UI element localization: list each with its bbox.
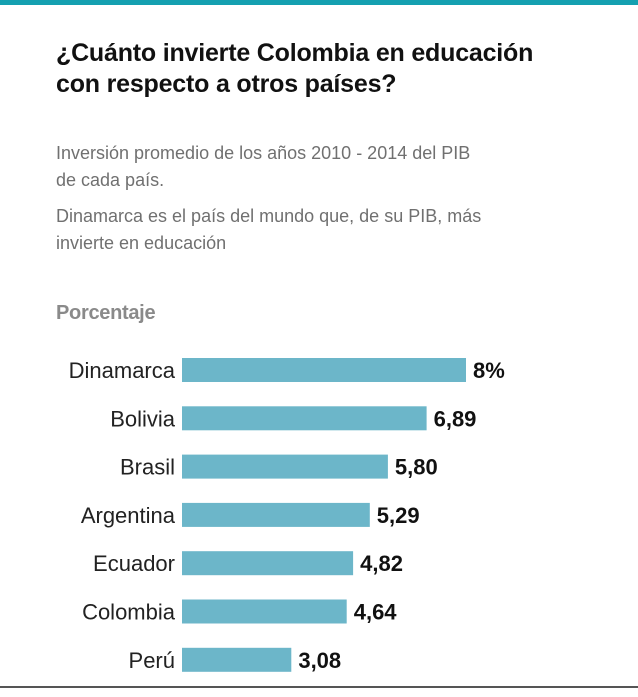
bar-brasil bbox=[182, 454, 388, 479]
category-label-brasil: Brasil bbox=[120, 455, 175, 480]
category-label-dinamarca: Dinamarca bbox=[69, 358, 176, 383]
chart-note-line-2: invierte en educación bbox=[56, 233, 227, 253]
value-label-colombia: 4,64 bbox=[354, 600, 398, 625]
chart-subtitle: Inversión promedio de los años 2010 - 20… bbox=[56, 140, 616, 194]
unit-label: Porcentaje bbox=[56, 302, 156, 324]
top-accent-rule bbox=[0, 0, 638, 5]
bar-ecuador bbox=[182, 551, 354, 576]
chart-title-line-1: ¿Cuánto invierte Colombia en educación bbox=[56, 39, 534, 67]
value-label-dinamarca: 8% bbox=[473, 358, 505, 383]
value-label-brasil: 5,80 bbox=[395, 455, 438, 480]
chart-note: Dinamarca es el país del mundo que, de s… bbox=[56, 203, 616, 257]
chart-title-line-2: con respecto a otros países? bbox=[56, 70, 397, 98]
chart-subtitle-line-1: Inversión promedio de los años 2010 - 20… bbox=[56, 143, 471, 163]
bar-bolivia bbox=[182, 406, 427, 431]
value-label-argentina: 5,29 bbox=[377, 503, 420, 528]
category-label-peru: Perú bbox=[129, 648, 175, 673]
bar-colombia bbox=[182, 599, 347, 624]
chart-title: ¿Cuánto invierte Colombia en educación c… bbox=[56, 38, 616, 100]
category-label-ecuador: Ecuador bbox=[93, 551, 175, 576]
category-label-argentina: Argentina bbox=[81, 503, 176, 528]
bar-dinamarca bbox=[182, 358, 466, 382]
bottom-rule bbox=[0, 686, 638, 688]
category-label-bolivia: Bolivia bbox=[110, 406, 176, 431]
bar-argentina bbox=[182, 502, 370, 527]
chart-note-line-1: Dinamarca es el país del mundo que, de s… bbox=[56, 206, 482, 226]
value-label-ecuador: 4,82 bbox=[360, 551, 403, 576]
value-label-bolivia: 6,89 bbox=[434, 406, 477, 431]
bar-peru bbox=[182, 647, 292, 672]
chart-subtitle-line-2: de cada país. bbox=[56, 170, 165, 190]
category-label-colombia: Colombia bbox=[82, 600, 176, 625]
value-label-peru: 3,08 bbox=[298, 648, 341, 673]
